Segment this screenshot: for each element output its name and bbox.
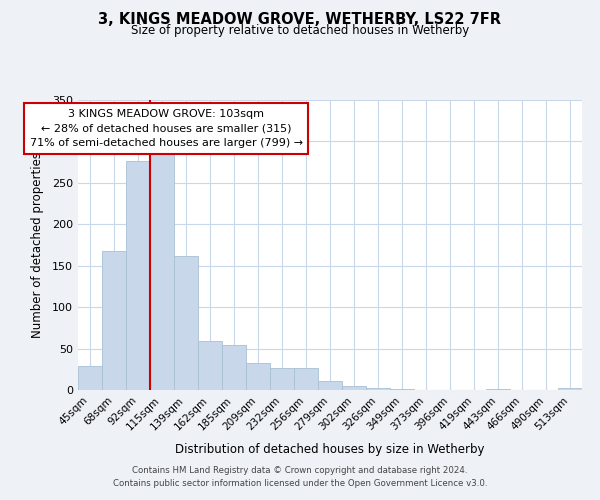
Text: 3, KINGS MEADOW GROVE, WETHERBY, LS22 7FR: 3, KINGS MEADOW GROVE, WETHERBY, LS22 7F… (98, 12, 502, 28)
Bar (174, 256, 198, 390)
Text: 3 KINGS MEADOW GROVE: 103sqm
← 28% of detached houses are smaller (315)
71% of s: 3 KINGS MEADOW GROVE: 103sqm ← 28% of de… (29, 108, 303, 148)
Bar (270, 368, 294, 390)
Bar (366, 388, 390, 390)
Bar (78, 366, 102, 390)
Bar (102, 251, 126, 390)
Bar (198, 341, 222, 390)
Y-axis label: Number of detached properties: Number of detached properties (31, 152, 44, 338)
Bar (294, 368, 318, 390)
Bar (126, 162, 150, 390)
Bar (342, 386, 366, 390)
Bar (390, 389, 414, 390)
Bar (318, 381, 342, 390)
Text: Contains HM Land Registry data © Crown copyright and database right 2024.
Contai: Contains HM Land Registry data © Crown c… (113, 466, 487, 487)
Bar (246, 362, 270, 390)
Text: Size of property relative to detached houses in Wetherby: Size of property relative to detached ho… (131, 24, 469, 37)
Bar (486, 389, 510, 390)
Bar (150, 150, 174, 390)
Bar (222, 346, 246, 390)
Bar (558, 388, 582, 390)
X-axis label: Distribution of detached houses by size in Wetherby: Distribution of detached houses by size … (175, 443, 485, 456)
